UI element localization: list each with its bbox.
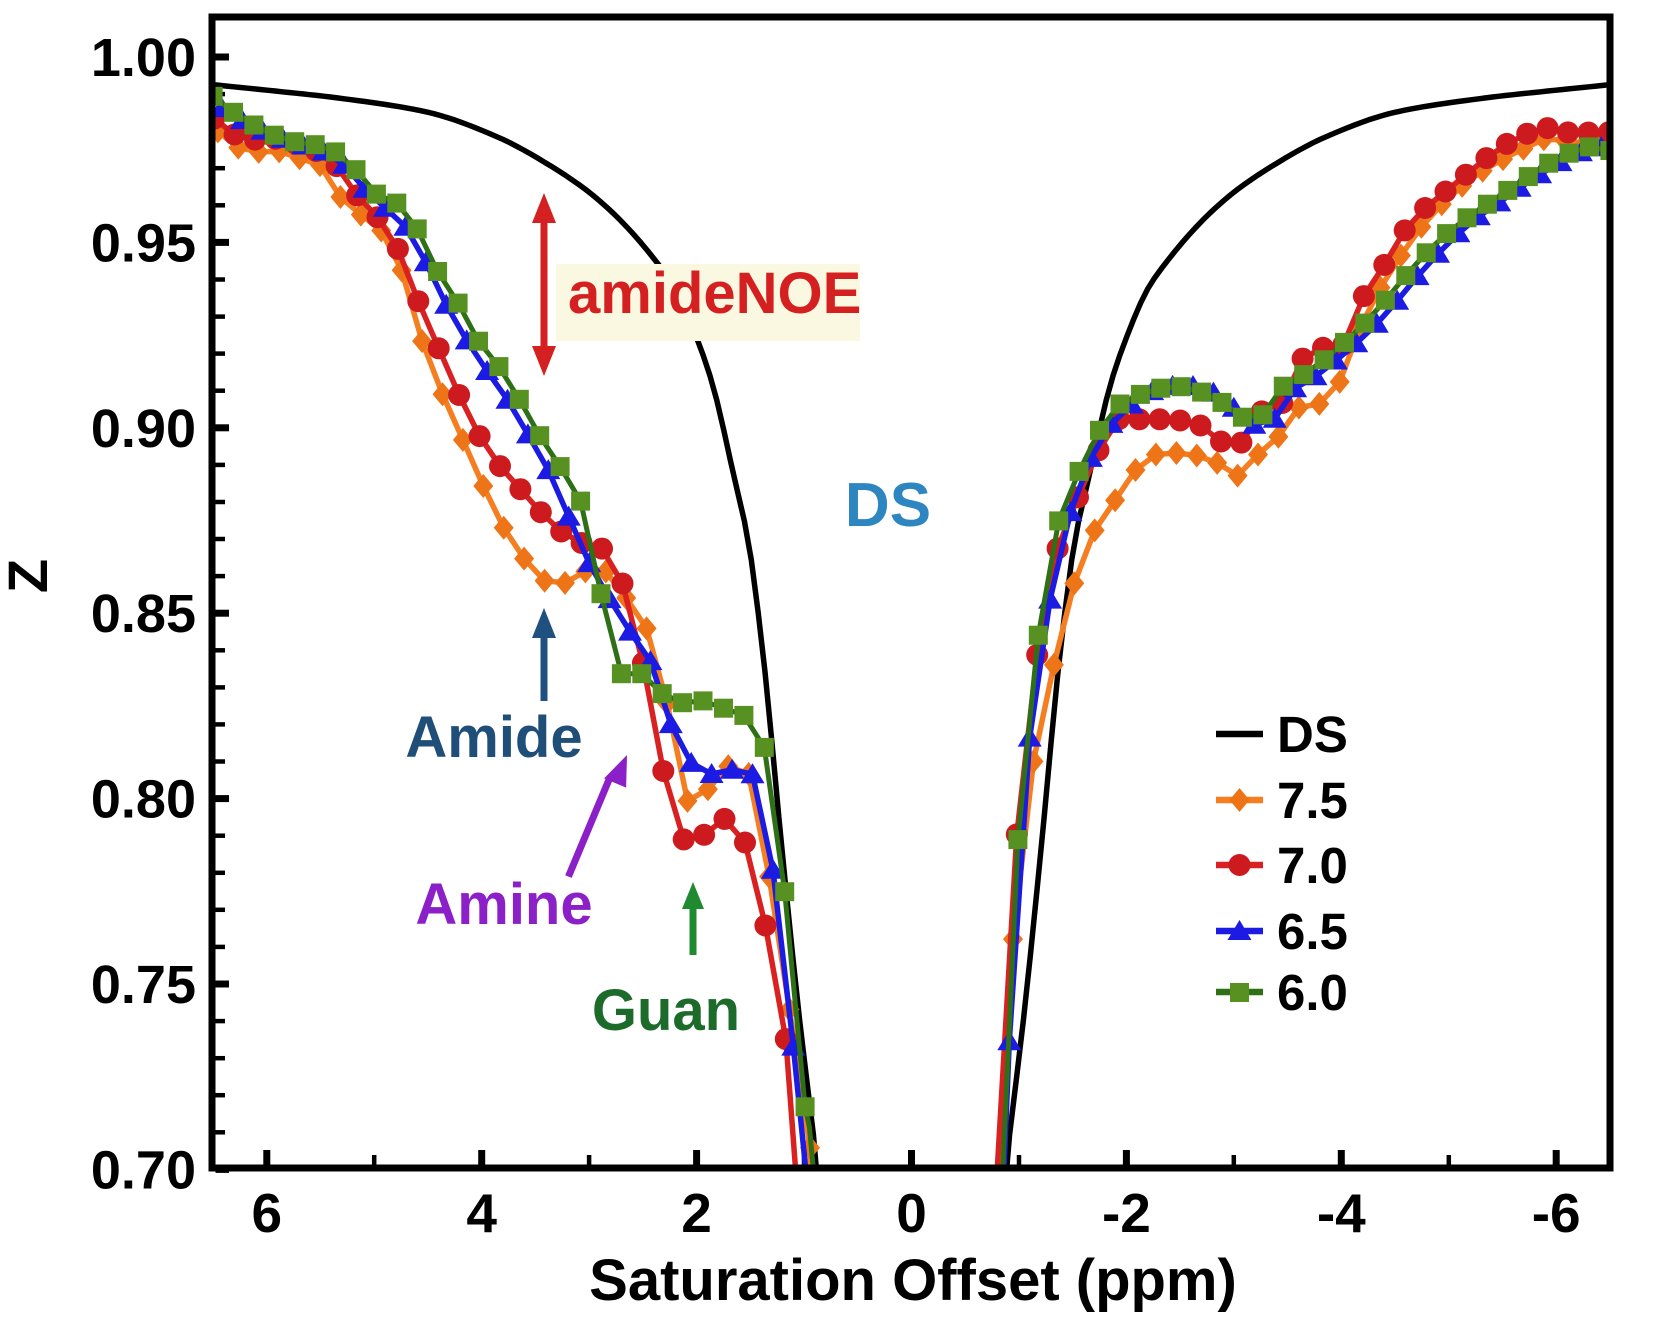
svg-text:amideNOE: amideNOE bbox=[568, 261, 861, 326]
svg-text:7.0: 7.0 bbox=[1277, 837, 1348, 894]
svg-text:0.80: 0.80 bbox=[91, 770, 196, 830]
svg-text:-2: -2 bbox=[1102, 1182, 1151, 1244]
svg-text:2: 2 bbox=[681, 1182, 712, 1244]
svg-text:7.5: 7.5 bbox=[1277, 772, 1348, 829]
svg-text:Saturation Offset (ppm): Saturation Offset (ppm) bbox=[589, 1248, 1237, 1313]
svg-text:6: 6 bbox=[252, 1182, 283, 1244]
svg-text:0.75: 0.75 bbox=[91, 955, 196, 1015]
svg-text:Guan: Guan bbox=[592, 978, 740, 1043]
svg-text:0: 0 bbox=[896, 1182, 927, 1244]
svg-text:DS: DS bbox=[1277, 706, 1348, 763]
svg-text:0.85: 0.85 bbox=[91, 584, 196, 644]
svg-text:-6: -6 bbox=[1532, 1182, 1581, 1244]
svg-text:6.0: 6.0 bbox=[1277, 964, 1348, 1021]
svg-text:-4: -4 bbox=[1317, 1182, 1366, 1244]
svg-text:Z: Z bbox=[0, 559, 59, 593]
svg-text:Amide: Amide bbox=[405, 705, 582, 770]
svg-text:0.70: 0.70 bbox=[91, 1140, 196, 1200]
svg-text:0.95: 0.95 bbox=[91, 213, 196, 273]
svg-text:6.5: 6.5 bbox=[1277, 903, 1348, 960]
svg-text:0.90: 0.90 bbox=[91, 399, 196, 459]
svg-text:1.00: 1.00 bbox=[91, 28, 196, 88]
svg-text:Amine: Amine bbox=[415, 872, 592, 937]
svg-text:DS: DS bbox=[845, 471, 931, 540]
svg-text:4: 4 bbox=[466, 1182, 497, 1244]
